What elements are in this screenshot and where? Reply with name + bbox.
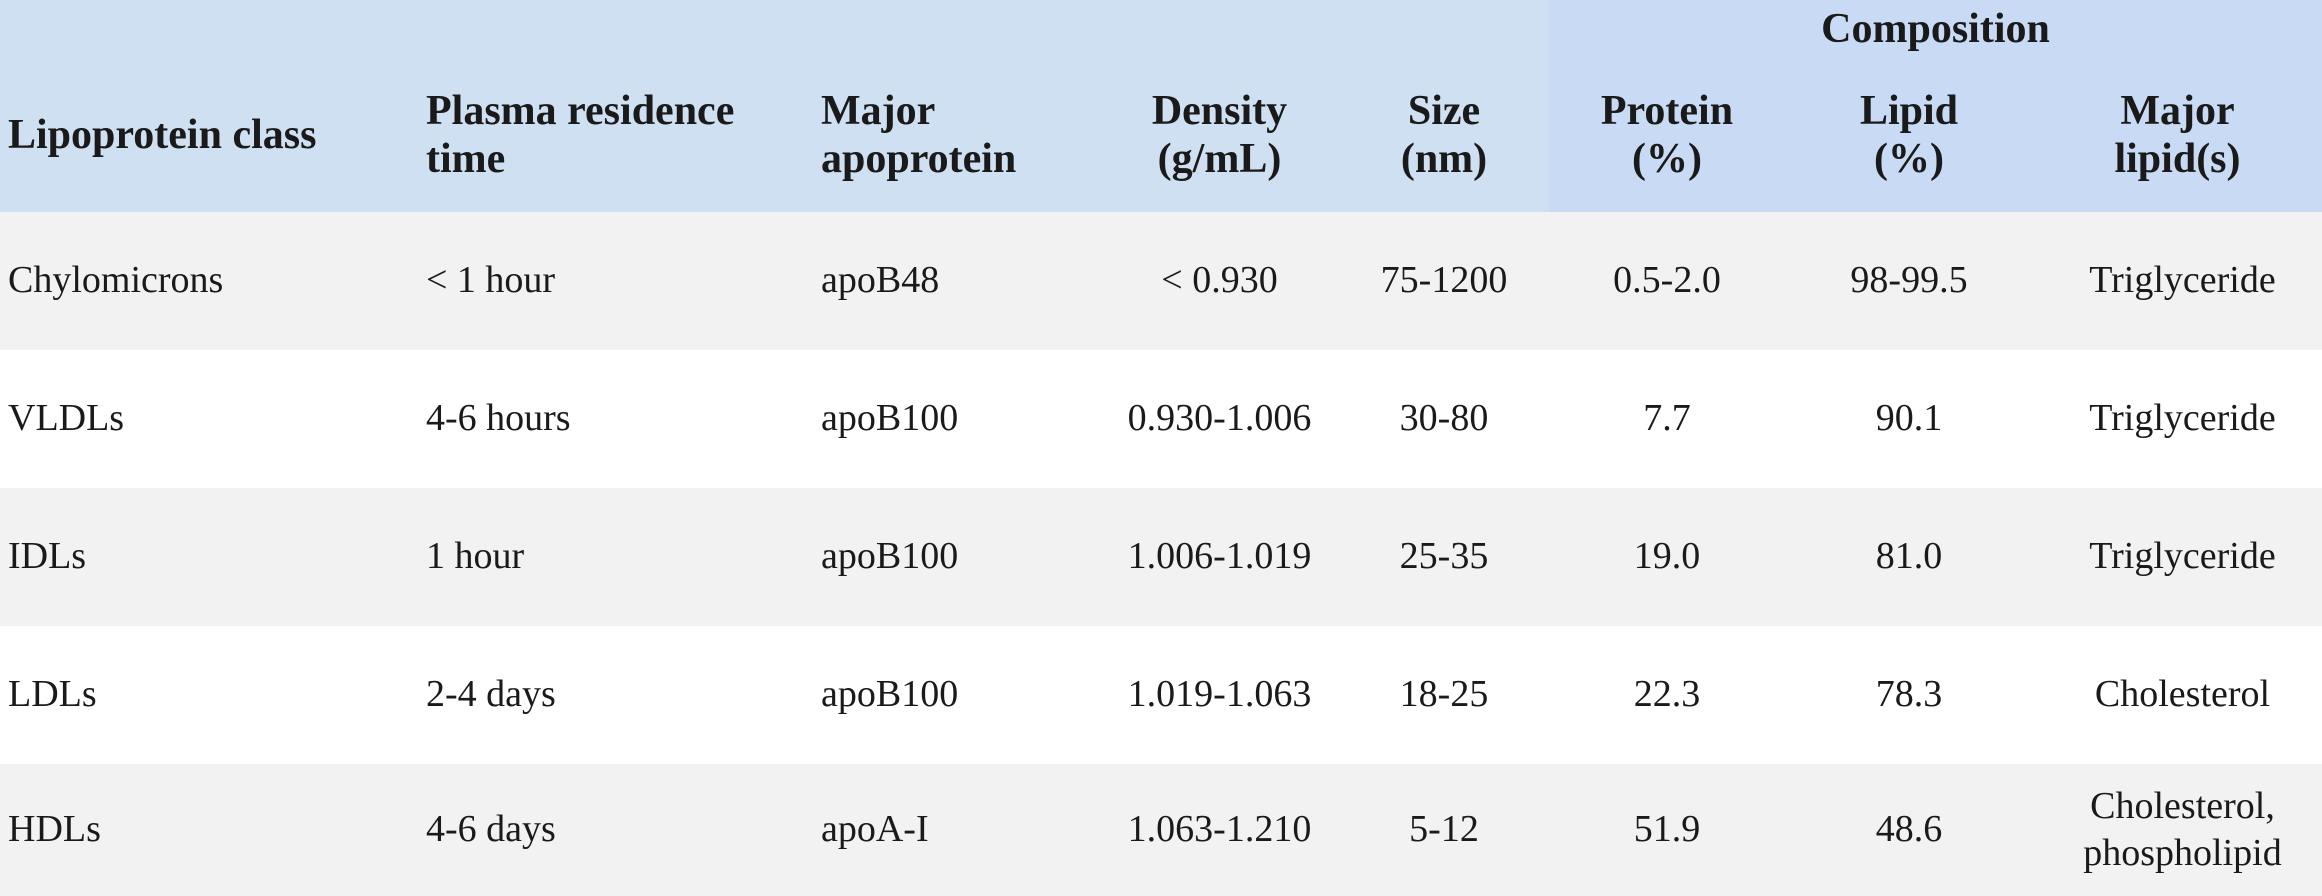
table-row <box>0 212 2322 350</box>
table-cell: HDLs <box>8 808 101 851</box>
table-cell: 51.9 <box>1633 808 1701 851</box>
column-header: Size (nm) <box>1400 87 1488 182</box>
table-cell: Triglyceride <box>2089 397 2276 440</box>
column-header: Lipid (%) <box>1859 87 1959 182</box>
table-cell: apoB48 <box>821 259 940 302</box>
group-header: Composition <box>1821 5 2050 52</box>
table-cell: 98-99.5 <box>1850 259 1968 302</box>
table-row <box>0 488 2322 626</box>
table-cell: 5-12 <box>1409 808 1479 851</box>
table-cell: VLDLs <box>8 397 125 440</box>
table-cell: 22.3 <box>1633 673 1701 716</box>
table-cell: 30-80 <box>1399 397 1489 440</box>
table-row <box>0 626 2322 764</box>
table-cell: < 1 hour <box>426 259 556 302</box>
column-header: Major lipid(s) <box>2114 87 2241 182</box>
table-cell: 4-6 hours <box>426 397 571 440</box>
composition-header-background <box>1549 0 2322 212</box>
table-cell: apoB100 <box>821 397 959 440</box>
table-cell: 2-4 days <box>426 673 556 716</box>
column-header: Density (g/mL) <box>1151 87 1288 182</box>
column-header: Lipoprotein class <box>8 111 317 158</box>
table-cell: 19.0 <box>1633 535 1701 578</box>
table-cell: 75-1200 <box>1380 259 1508 302</box>
table-cell: < 0.930 <box>1161 259 1278 302</box>
table-cell: LDLs <box>8 673 97 716</box>
column-header: Plasma residence time <box>426 87 735 182</box>
table-cell: Triglyceride <box>2089 535 2276 578</box>
table-cell: 1.063-1.210 <box>1127 808 1312 851</box>
table-cell: Triglyceride <box>2089 259 2276 302</box>
table-row <box>0 350 2322 488</box>
table-cell: 81.0 <box>1875 535 1943 578</box>
column-header: Major apoprotein <box>821 87 1017 182</box>
table-cell: Cholesterol, phospholipid <box>2083 784 2282 875</box>
table-cell: apoB100 <box>821 673 959 716</box>
column-header: Protein (%) <box>1600 87 1734 182</box>
table-cell: Chylomicrons <box>8 259 224 302</box>
table-cell: 7.7 <box>1643 397 1691 440</box>
table-cell: apoA-I <box>821 808 929 851</box>
table-cell: apoB100 <box>821 535 959 578</box>
table-cell: 90.1 <box>1875 397 1943 440</box>
table-cell: 0.930-1.006 <box>1127 397 1312 440</box>
table-cell: 1.006-1.019 <box>1127 535 1312 578</box>
header-background <box>0 0 1549 212</box>
table-cell: 4-6 days <box>426 808 556 851</box>
table-cell: 78.3 <box>1875 673 1943 716</box>
table-cell: 1 hour <box>426 535 525 578</box>
table-cell: 1.019-1.063 <box>1127 673 1312 716</box>
table-cell: Cholesterol <box>2094 673 2271 716</box>
table-cell: 18-25 <box>1399 673 1489 716</box>
table-cell: 48.6 <box>1875 808 1943 851</box>
table-row <box>0 764 2322 896</box>
table-cell: IDLs <box>8 535 87 578</box>
table-cell: 25-35 <box>1399 535 1489 578</box>
table-cell: 0.5-2.0 <box>1613 259 1721 302</box>
